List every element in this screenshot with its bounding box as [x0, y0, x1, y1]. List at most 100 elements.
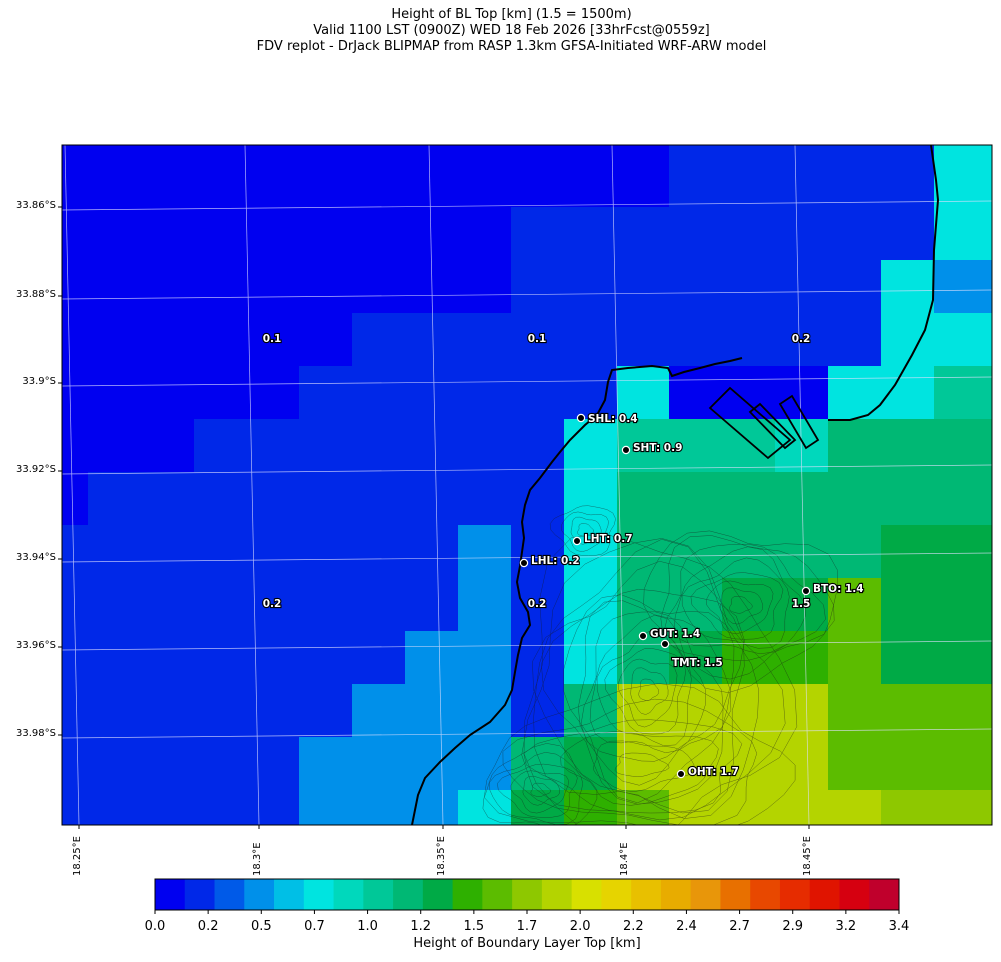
colorbar-tick-label: 3.2 — [835, 919, 857, 934]
grid-cell — [722, 472, 776, 526]
grid-cell — [194, 153, 247, 208]
grid-cell — [881, 684, 935, 738]
grid-cell — [775, 525, 829, 579]
colorbar-swatch — [779, 879, 811, 910]
lon-gridline — [794, 145, 810, 825]
grid-cell — [934, 260, 992, 314]
grid-cell — [458, 631, 512, 685]
station-label-tmt: TMT: 1.5 — [672, 657, 723, 669]
colorbar-tick-label: 2.4 — [676, 919, 697, 934]
grid-cell — [299, 578, 353, 632]
contour-line — [660, 535, 835, 680]
station-marker-bto — [801, 586, 811, 596]
grid-cell — [405, 153, 459, 208]
grid-cell — [881, 313, 935, 367]
grid-cell — [881, 790, 935, 825]
grid-cell — [246, 737, 300, 791]
grid-cell — [881, 631, 935, 685]
grid-cell — [88, 578, 142, 632]
contour-line — [690, 572, 784, 640]
grid-cell — [88, 790, 142, 825]
lat-tick-label: 33.86°S — [16, 200, 56, 211]
colorbar-swatch — [303, 879, 334, 910]
grid-cell — [617, 260, 670, 314]
grid-cell — [352, 737, 406, 791]
grid-cell — [246, 207, 300, 261]
grid-cell — [458, 313, 512, 367]
colorbar-swatch — [155, 879, 186, 910]
grid-cell — [722, 419, 776, 473]
grid-cell — [934, 313, 992, 367]
grid-cell — [352, 366, 406, 420]
grid-cell — [88, 737, 142, 791]
colorbar-swatch — [690, 879, 721, 910]
grid-cell — [141, 153, 195, 208]
grid-cell — [775, 207, 829, 261]
grid-cell — [194, 578, 247, 632]
colorbar-tick-label: 2.2 — [622, 919, 644, 934]
stations: SHL: 0.4 SHT: 0.9 LHT: 0.7 LHL: 0.2 BTO: 1.4… — [519, 412, 865, 779]
grid-cell — [617, 153, 670, 208]
grid-cell — [62, 684, 89, 738]
grid-value-label: 0.1 — [528, 333, 547, 345]
grid-cell — [405, 525, 459, 579]
grid-cell — [669, 578, 723, 632]
colorbar-tick-label: 3.4 — [888, 919, 910, 934]
grid-cell — [458, 684, 512, 738]
grid-cell — [405, 631, 459, 685]
contour-line — [593, 740, 695, 792]
colorbar-swatch — [839, 879, 870, 910]
grid-cell — [511, 684, 565, 738]
grid-cell — [405, 472, 459, 526]
colorbar-swatch — [601, 879, 632, 910]
grid-cell — [881, 737, 935, 791]
grid-cell — [828, 419, 882, 473]
grid-cell — [405, 684, 459, 738]
grid-cell — [669, 313, 723, 367]
lon-gridline — [244, 145, 260, 825]
colorbar-swatch — [571, 879, 602, 910]
station-label-bto: BTO: 1.4 — [813, 583, 864, 595]
lat-tick-label: 33.96°S — [16, 640, 56, 651]
grid-cell — [141, 313, 195, 367]
grid-cell — [194, 419, 247, 473]
grid-cell — [88, 419, 142, 473]
grid-cell — [62, 737, 89, 791]
grid-cell — [88, 260, 142, 314]
contour-line — [541, 588, 745, 805]
coastline — [411, 145, 940, 825]
grid-cell — [458, 737, 512, 791]
grid-cell — [828, 684, 882, 738]
grid-cell — [934, 525, 992, 579]
colorbar-tick-label: 0.2 — [197, 919, 219, 934]
grid-cell — [669, 419, 723, 473]
grid-cell — [564, 419, 618, 473]
lat-tick-marks — [58, 206, 62, 736]
grid-cell — [934, 790, 992, 825]
colorbar-tick-label: 2.9 — [782, 919, 804, 934]
station-label-shl: SHL: 0.4 — [588, 413, 638, 425]
colorbar-swatch — [750, 879, 781, 910]
grid-cell — [458, 145, 512, 154]
grid-cell — [881, 525, 935, 579]
grid-cell — [722, 207, 776, 261]
station-marker-tmt — [660, 639, 670, 649]
grid-cell — [246, 684, 300, 738]
grid-cell — [405, 145, 459, 154]
harbour-pier — [748, 402, 797, 450]
grid-cell — [246, 145, 300, 154]
lon-tick-label: 18.45°E — [802, 836, 813, 876]
grid-cell — [564, 313, 618, 367]
grid-cell — [934, 737, 992, 791]
grid-cell — [88, 207, 142, 261]
grid-cell — [669, 153, 723, 208]
coastline-west — [411, 357, 743, 825]
grid-cell — [828, 153, 882, 208]
contour-line — [604, 648, 687, 735]
contour-line — [549, 505, 616, 556]
lat-tick-label: 33.88°S — [16, 289, 56, 300]
colorbar-swatch — [184, 879, 215, 910]
contour-line — [570, 516, 602, 545]
grid-cell — [352, 207, 406, 261]
harbour-pier — [778, 394, 820, 450]
